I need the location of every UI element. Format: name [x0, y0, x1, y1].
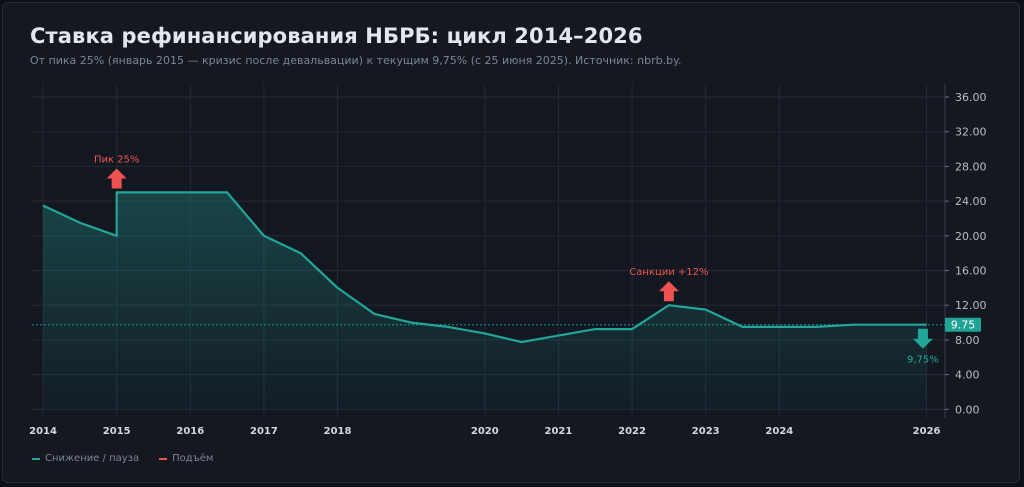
current-value-label: 9.75 [951, 319, 976, 332]
annotation-down: 9,75% [907, 328, 939, 366]
x-tick-label: 2021 [545, 426, 573, 437]
y-tick-label: 20.00 [955, 230, 987, 243]
annotation-label: Пик 25% [94, 154, 139, 165]
current-value-badge [945, 317, 981, 332]
y-tick-label: 0.00 [955, 403, 980, 416]
legend: Снижение / пауза Подъём [32, 453, 213, 464]
legend-swatch-increase [159, 457, 168, 460]
x-tick-label: 2018 [324, 426, 352, 437]
y-tick-label: 24.00 [955, 195, 987, 208]
arrow-down-icon [912, 328, 933, 349]
y-tick-label: 12.00 [955, 299, 987, 312]
y-tick-label: 36.00 [955, 91, 987, 104]
arrow-up-icon [106, 168, 127, 189]
annotation-up: Санкции +12% [629, 267, 709, 302]
x-tick-label: 2020 [471, 426, 499, 437]
series-area [43, 192, 927, 410]
legend-swatch-decrease [32, 457, 40, 460]
x-tick-label: 2017 [250, 426, 278, 437]
y-tick-label: 8.00 [955, 334, 980, 347]
x-tick-label: 2016 [176, 426, 204, 437]
annotation-label: 9,75% [907, 355, 939, 366]
y-tick-label: 32.00 [955, 126, 987, 139]
legend-item-decrease: Снижение / пауза [32, 453, 139, 464]
x-tick-label: 2023 [692, 426, 720, 437]
legend-item-increase: Подъём [159, 453, 213, 464]
x-tick-label: 2024 [765, 426, 793, 437]
y-tick-label: 16.00 [955, 265, 987, 278]
legend-label-decrease: Снижение / пауза [45, 453, 140, 464]
y-tick-label: 28.00 [955, 160, 987, 173]
arrow-up-icon [658, 281, 679, 302]
annotation-label: Санкции +12% [629, 267, 708, 278]
x-tick-label: 2026 [913, 426, 941, 437]
x-tick-label: 2022 [618, 426, 646, 437]
chart-subtitle: От пика 25% (январь 2015 — кризис после … [30, 54, 682, 67]
x-tick-label: 2014 [29, 426, 57, 437]
legend-label-increase: Подъём [172, 453, 214, 464]
annotation-up: Пик 25% [94, 154, 139, 189]
series-line [42, 191, 927, 344]
y-tick-label: 4.00 [955, 369, 980, 382]
x-tick-label: 2015 [103, 426, 131, 437]
chart-title: Ставка рефинансирования НБРБ: цикл 2014–… [30, 24, 643, 48]
